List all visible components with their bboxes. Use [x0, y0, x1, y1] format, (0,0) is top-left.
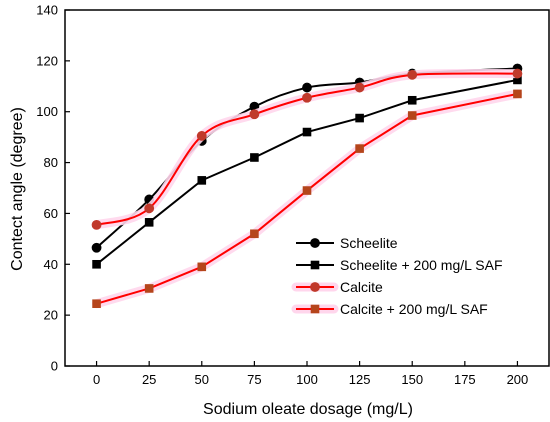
legend-swatch-marker	[310, 260, 320, 270]
data-point	[196, 130, 207, 141]
y-tick-label: 140	[36, 3, 58, 18]
legend-swatch-marker	[310, 238, 320, 248]
data-point	[302, 82, 312, 93]
series-2	[92, 75, 522, 269]
legend-label: Calcite + 200 mg/L SAF	[340, 301, 488, 317]
legend-item-4: Calcite + 200 mg/L SAF	[291, 301, 488, 317]
x-tick-label: 175	[454, 372, 476, 387]
series-line	[96, 92, 518, 305]
plot-area	[64, 9, 550, 367]
x-tick-label: 0	[93, 372, 100, 387]
data-point	[197, 262, 207, 272]
series-line	[95, 78, 518, 266]
y-tick-label: 80	[44, 155, 58, 170]
y-tick-label: 120	[36, 53, 58, 68]
data-point	[144, 284, 154, 293]
x-tick-label: 75	[247, 372, 261, 387]
data-point	[197, 176, 207, 185]
y-tick-label: 0	[51, 359, 58, 374]
data-point	[144, 218, 154, 227]
y-tick-label: 20	[44, 308, 58, 323]
data-point	[92, 259, 101, 269]
data-point	[302, 186, 312, 195]
x-tick-label: 150	[401, 372, 423, 387]
y-axis-title: Contect angle (degree)	[9, 107, 26, 271]
legend-item-3: Calcite	[291, 279, 383, 295]
data-point	[249, 109, 260, 120]
data-point	[354, 82, 365, 93]
x-tick-label: 125	[349, 372, 371, 387]
data-point	[250, 229, 259, 239]
data-point	[92, 299, 101, 308]
y-axis: 0 20 40 60 80 100 120 140	[36, 3, 70, 374]
data-point	[407, 111, 417, 120]
y-tick-label: 100	[36, 104, 58, 119]
legend-label: Calcite	[340, 279, 383, 295]
x-axis: 0 25 50 75 100 125 150 175 200	[93, 361, 528, 387]
data-point	[91, 242, 102, 253]
legend-label: Scheelite	[340, 235, 398, 251]
x-tick-label: 100	[296, 372, 318, 387]
data-point	[144, 203, 155, 214]
series-4	[92, 89, 522, 309]
data-point	[513, 75, 522, 85]
data-point	[250, 153, 259, 162]
y-tick-label: 40	[44, 257, 58, 272]
series-3	[91, 68, 523, 230]
x-tick-label: 25	[142, 372, 156, 387]
x-tick-label: 50	[195, 372, 209, 387]
legend-item-1: Scheelite	[296, 235, 398, 251]
legend-item-2: Scheelite + 200 mg/L SAF	[296, 257, 503, 273]
data-point	[513, 89, 522, 99]
data-point	[355, 144, 364, 153]
x-tick-label: 200	[507, 372, 529, 387]
y-tick-label: 60	[44, 206, 58, 221]
data-point	[407, 95, 417, 105]
legend-swatch-marker	[310, 304, 320, 314]
data-point	[407, 69, 418, 80]
x-axis-title: Sodium oleate dosage (mg/L)	[203, 401, 413, 418]
data-point	[302, 127, 312, 137]
data-point	[355, 113, 364, 123]
legend-label: Scheelite + 200 mg/L SAF	[340, 257, 503, 273]
data-point	[512, 68, 523, 79]
data-point	[302, 92, 312, 103]
legend: Scheelite Scheelite + 200 mg/L SAF Calcite…	[291, 235, 503, 317]
data-point	[91, 219, 102, 230]
legend-swatch-marker	[310, 282, 320, 292]
